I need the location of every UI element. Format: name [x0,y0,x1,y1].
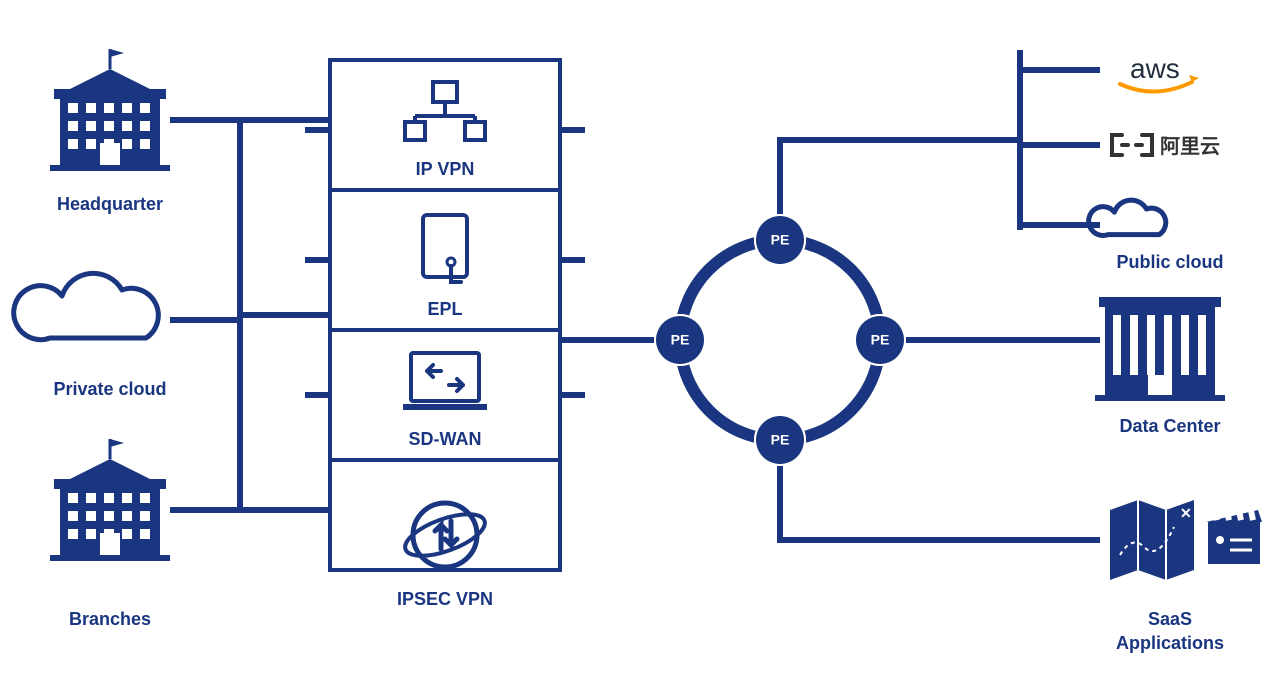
label-saas-0: SaaS [1148,609,1192,629]
ali-bracket-left [1112,135,1128,155]
node-saas: ✕ SaaS Applications [1110,500,1262,653]
label-public-cloud-0: Public cloud [1116,252,1223,272]
cloud-icon [1089,200,1166,235]
node-private-cloud: Private cloud [14,273,167,399]
label-ipvpn: IP VPN [416,159,475,179]
label-pe-left: PE [671,332,690,348]
conn-ring-bottom [780,460,1100,540]
label-sdwan: SD-WAN [409,429,482,449]
label-data-center-0: Data Center [1119,416,1220,436]
aws-logo-text: aws [1130,53,1180,84]
service-epl: EPL [423,215,467,319]
service-ipvpn: IP VPN [405,82,485,179]
node-data-center: Data Center [1095,297,1225,436]
label-pe-bottom: PE [771,432,790,448]
label-epl: EPL [427,299,462,319]
label-ipsec: IPSEC VPN [397,589,493,609]
network-diagram: IP VPN EPL SD-WAN IPSEC VPN PE PE PE PE Headquar… [0,0,1272,687]
services-box: IP VPN EPL SD-WAN IPSEC VPN [305,60,585,609]
cloud-icon [14,273,159,339]
label-private-cloud: Private cloud [53,379,166,399]
node-public-cloud: aws 阿里云 Public cloud [1089,53,1224,272]
service-ipsec: IPSEC VPN [397,503,493,609]
label-pe-top: PE [771,232,790,248]
label-branches: Branches [69,609,151,629]
node-headquarter: Headquarter [50,49,170,214]
service-sdwan: SD-WAN [403,353,487,449]
pe-ring: PE PE PE PE [654,214,906,466]
ali-bracket-right [1136,135,1152,155]
label-headquarter: Headquarter [57,194,163,214]
ali-logo-text: 阿里云 [1160,135,1220,158]
label-saas-1: Applications [1116,633,1224,653]
svg-text:✕: ✕ [1180,505,1192,521]
conn-ring-top [780,140,1020,220]
node-branches: Branches [50,439,170,629]
label-pe-right: PE [871,332,890,348]
